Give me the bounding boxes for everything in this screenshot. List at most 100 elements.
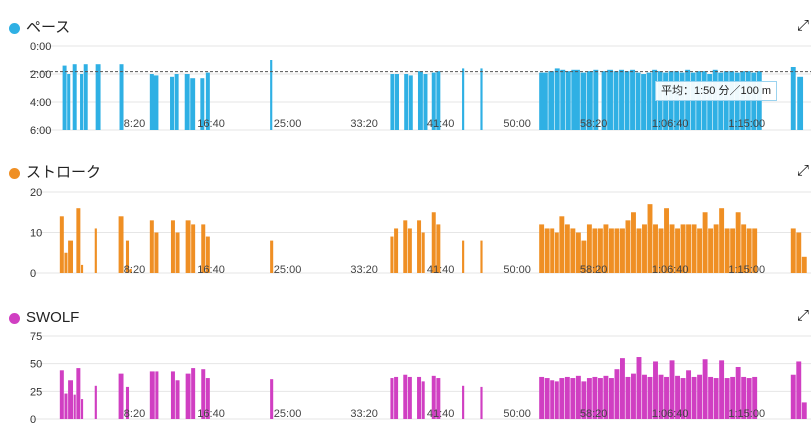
stroke-bar[interactable] [790, 228, 796, 273]
pace-bar[interactable] [624, 71, 630, 130]
swolf-bar[interactable] [480, 386, 483, 419]
pace-bar[interactable] [593, 69, 599, 130]
stroke-bar[interactable] [559, 216, 565, 273]
stroke-bar[interactable] [636, 228, 642, 273]
stroke-bar[interactable] [581, 240, 587, 273]
stroke-bar[interactable] [462, 240, 465, 273]
stroke-bar[interactable] [741, 224, 747, 273]
swolf-bar[interactable] [614, 369, 620, 419]
swolf-bar[interactable] [752, 376, 758, 419]
stroke-bar[interactable] [719, 208, 725, 273]
pace-bar[interactable] [170, 76, 175, 130]
swolf-bar[interactable] [201, 369, 206, 419]
swolf-bar[interactable] [719, 360, 725, 419]
swolf-bar[interactable] [73, 394, 76, 419]
swolf-bar[interactable] [118, 373, 124, 419]
pace-bar[interactable] [395, 74, 400, 130]
pace-bar[interactable] [417, 71, 423, 130]
stroke-bar[interactable] [746, 228, 752, 273]
swolf-bar[interactable] [564, 376, 570, 419]
pace-bar[interactable] [200, 78, 205, 130]
expand-arrows-icon[interactable]: ⤢ [797, 162, 810, 179]
swolf-bar[interactable] [59, 370, 64, 419]
swolf-bar[interactable] [155, 371, 159, 419]
pace-bar[interactable] [635, 72, 641, 130]
stroke-bar[interactable] [480, 240, 483, 273]
swolf-bar[interactable] [431, 375, 436, 419]
swolf-bar[interactable] [270, 379, 274, 419]
pace-bar[interactable] [565, 71, 571, 130]
pace-bar[interactable] [601, 71, 607, 130]
swolf-bar[interactable] [76, 368, 81, 419]
pace-bar[interactable] [431, 72, 436, 130]
swolf-bar[interactable] [708, 376, 714, 419]
pace-bar[interactable] [119, 64, 124, 130]
swolf-bar[interactable] [185, 373, 191, 419]
stroke-bar[interactable] [154, 232, 159, 274]
pace-bar[interactable] [83, 64, 88, 130]
swolf-bar[interactable] [559, 378, 565, 419]
swolf-bar[interactable] [205, 378, 210, 419]
stroke-bar[interactable] [686, 224, 692, 273]
stroke-bar[interactable] [170, 220, 175, 273]
swolf-bar[interactable] [550, 380, 555, 419]
pace-bar[interactable] [560, 69, 566, 130]
pace-bar[interactable] [641, 74, 647, 130]
swolf-bar[interactable] [741, 376, 747, 419]
stroke-bar[interactable] [713, 224, 719, 273]
pace-bar[interactable] [423, 74, 428, 130]
swolf-bar[interactable] [675, 375, 681, 419]
swolf-bar[interactable] [170, 371, 175, 419]
pace-bar[interactable] [619, 69, 624, 130]
stroke-bar[interactable] [118, 216, 124, 273]
swolf-bar[interactable] [175, 380, 180, 419]
stroke-bar[interactable] [421, 232, 425, 274]
stroke-bar[interactable] [394, 228, 399, 273]
stroke-bar[interactable] [575, 232, 581, 274]
pace-bar[interactable] [72, 64, 77, 130]
stroke-bar[interactable] [592, 228, 598, 273]
swolf-bar[interactable] [421, 381, 425, 419]
stroke-bar[interactable] [653, 224, 658, 273]
stroke-bar[interactable] [603, 224, 609, 273]
stroke-bar[interactable] [730, 228, 736, 273]
stroke-bar[interactable] [642, 224, 647, 273]
pace-bar[interactable] [480, 68, 483, 130]
stroke-bar[interactable] [68, 240, 74, 273]
pace-bar[interactable] [95, 64, 101, 130]
stroke-bar[interactable] [724, 228, 730, 273]
pace-bar[interactable] [652, 69, 658, 130]
pace-bar[interactable] [390, 74, 395, 130]
swolf-bar[interactable] [636, 357, 642, 419]
pace-bar[interactable] [554, 68, 560, 130]
stroke-bar[interactable] [669, 224, 675, 273]
stroke-bar[interactable] [564, 224, 570, 273]
swolf-bar[interactable] [554, 381, 559, 419]
stroke-bar[interactable] [597, 228, 603, 273]
pace-bar[interactable] [797, 76, 804, 130]
stroke-bar[interactable] [59, 216, 64, 273]
stroke-bar[interactable] [697, 228, 703, 273]
pace-bar[interactable] [646, 72, 652, 130]
stroke-bar[interactable] [149, 220, 154, 273]
swolf-bar[interactable] [801, 402, 807, 419]
stroke-bar[interactable] [431, 212, 436, 273]
pace-bar[interactable] [149, 74, 154, 130]
pace-bar[interactable] [751, 72, 757, 130]
stroke-bar[interactable] [270, 240, 274, 273]
pace-bar[interactable] [734, 72, 740, 130]
pace-bar[interactable] [607, 69, 613, 130]
stroke-bar[interactable] [664, 208, 669, 273]
swolf-bar[interactable] [619, 358, 625, 419]
pace-bar[interactable] [67, 74, 71, 130]
stroke-bar[interactable] [647, 204, 653, 273]
swolf-bar[interactable] [417, 376, 422, 419]
swolf-bar[interactable] [713, 378, 719, 419]
swolf-bar[interactable] [735, 366, 741, 419]
pace-bar[interactable] [613, 71, 619, 130]
swolf-bar[interactable] [462, 385, 465, 419]
pace-bar[interactable] [462, 68, 465, 130]
swolf-bar[interactable] [64, 393, 68, 419]
stroke-bar[interactable] [94, 228, 97, 273]
swolf-bar[interactable] [658, 374, 664, 419]
